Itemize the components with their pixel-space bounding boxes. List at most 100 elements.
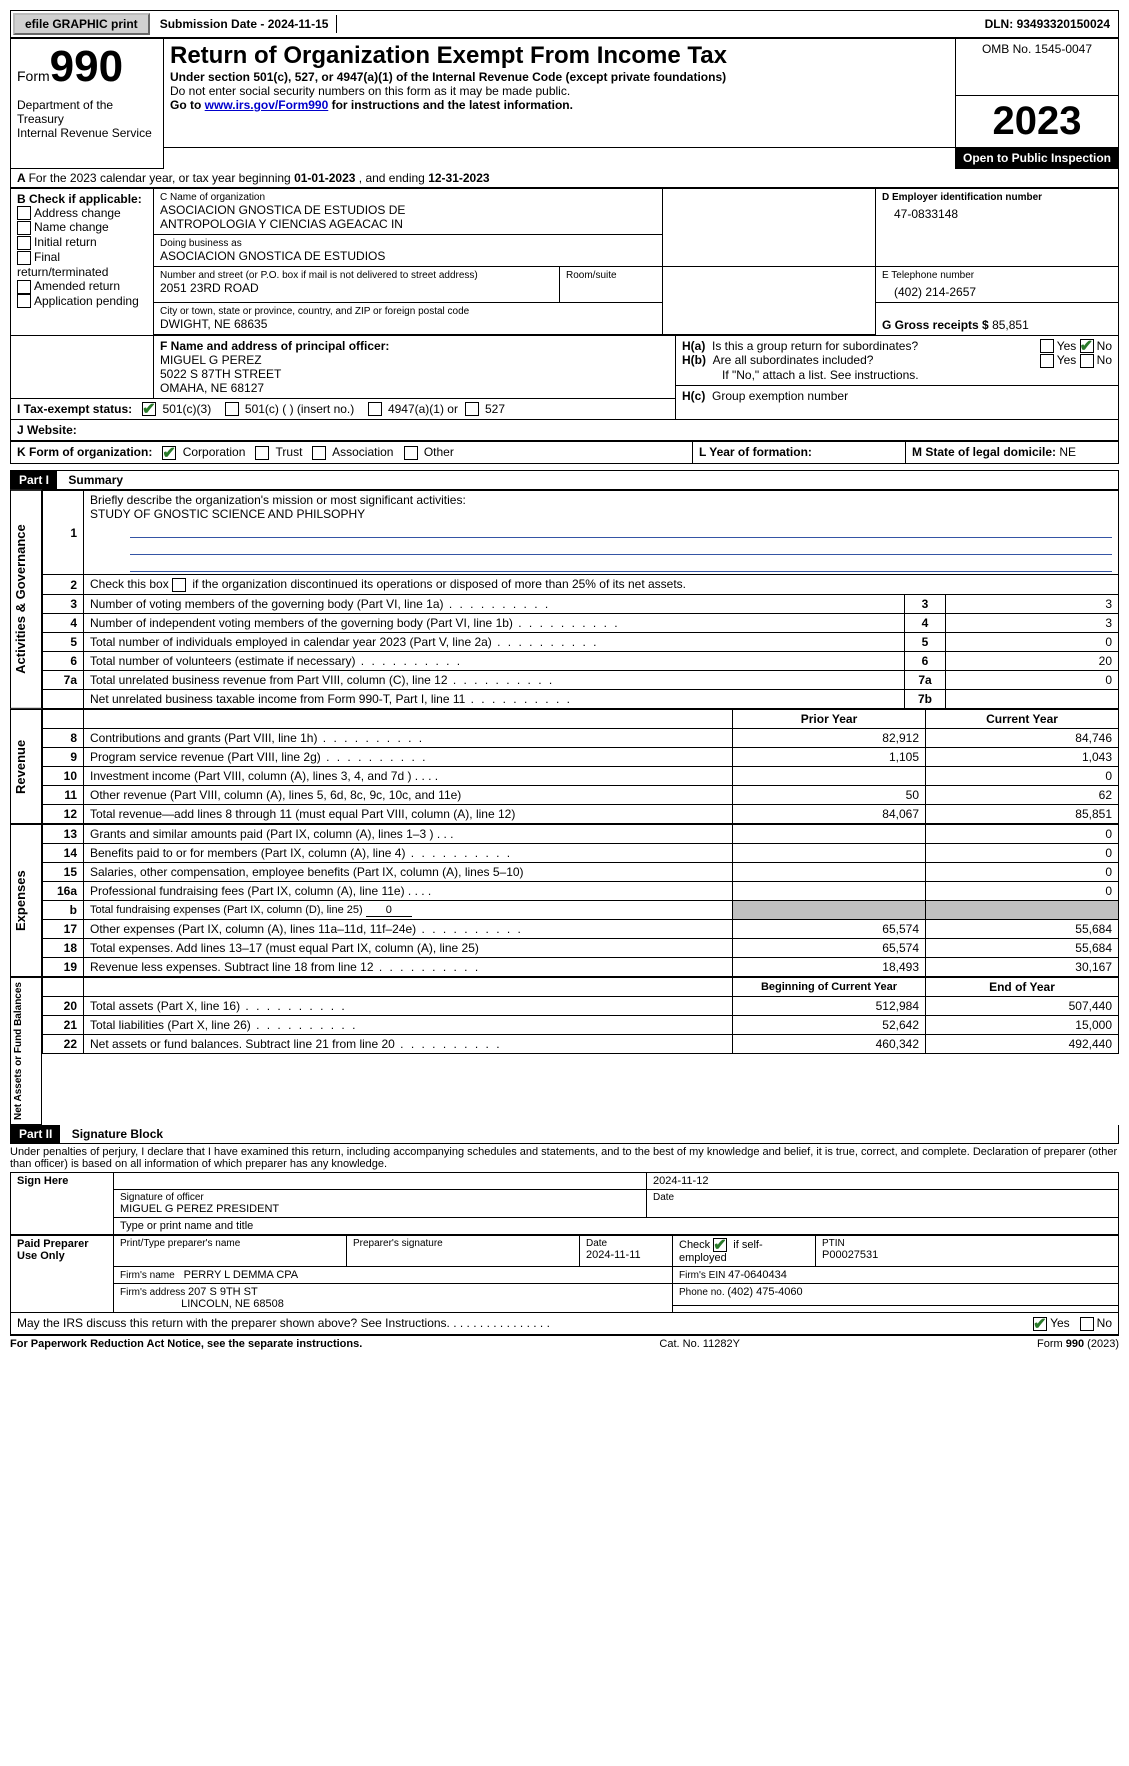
line-a: A For the 2023 calendar year, or tax yea… (10, 169, 1119, 188)
v7b (946, 689, 1119, 708)
box-g-label: G Gross receipts $ (882, 318, 989, 332)
officer-city: OMAHA, NE 68127 (160, 381, 264, 395)
chk-other[interactable] (404, 446, 418, 460)
chk-hb-yes[interactable] (1040, 354, 1054, 368)
vlabel-na: Net Assets or Fund Balances (10, 977, 42, 1125)
chk-discontinued[interactable] (172, 578, 186, 592)
col-end: End of Year (926, 977, 1119, 996)
chk-discuss-yes[interactable] (1033, 1317, 1047, 1331)
v3: 3 (946, 594, 1119, 613)
telephone: (402) 214-2657 (882, 281, 1112, 299)
domicile: NE (1059, 445, 1076, 459)
firm-ein: 47-0640434 (728, 1269, 787, 1281)
cat-no: Cat. No. 11282Y (659, 1338, 740, 1350)
dept-treasury: Department of the Treasury (17, 98, 157, 126)
omb-number: 1545-0047 (1035, 42, 1092, 56)
firm-addr2: LINCOLN, NE 68508 (181, 1298, 284, 1310)
klm-block: K Form of organization: Corporation Trus… (10, 441, 1119, 464)
v5: 0 (946, 632, 1119, 651)
box-f-label: F Name and address of principal officer: (160, 339, 389, 353)
org-name-2: ANTROPOLOGIA Y CIENCIAS AGEACAC IN (160, 217, 656, 231)
discuss-row: May the IRS discuss this return with the… (10, 1313, 1119, 1335)
sig-date-label: Date (653, 1192, 1112, 1203)
sig-officer-label: Signature of officer (120, 1192, 640, 1203)
box-i-label: I Tax-exempt status: (17, 402, 132, 416)
officer-sig-name: MIGUEL G PEREZ PRESIDENT (120, 1203, 640, 1215)
ptin: P00027531 (822, 1249, 878, 1261)
ssn-warning: Do not enter social security numbers on … (170, 84, 949, 98)
chk-discuss-no[interactable] (1080, 1317, 1094, 1331)
sign-here-label: Sign Here (11, 1173, 114, 1235)
box-e-label: E Telephone number (882, 270, 1112, 281)
part2-title: Signature Block (64, 1125, 171, 1143)
chk-address-change[interactable] (17, 206, 31, 220)
sig-date: 2024-11-12 (647, 1173, 1119, 1190)
officer-name: MIGUEL G PEREZ (160, 353, 262, 367)
vlabel-rev: Revenue (10, 709, 42, 824)
box-k-label: K Form of organization: (17, 445, 152, 459)
v6: 20 (946, 651, 1119, 670)
l1-value: STUDY OF GNOSTIC SCIENCE AND PHILSOPHY (90, 507, 365, 521)
part2-label: Part II (11, 1125, 60, 1143)
type-label: Type or print name and title (114, 1218, 1119, 1235)
chk-assoc[interactable] (312, 446, 326, 460)
tax-year: 2023 (956, 95, 1119, 147)
v7a: 0 (946, 670, 1119, 689)
open-inspection: Open to Public Inspection (956, 147, 1119, 168)
v4: 3 (946, 613, 1119, 632)
chk-501c3[interactable] (142, 402, 156, 416)
subtitle: Under section 501(c), 527, or 4947(a)(1)… (170, 70, 949, 84)
dln: DLN: 93493320150024 (977, 15, 1118, 33)
org-name-1: ASOCIACION GNOSTICA DE ESTUDIOS DE (160, 203, 656, 217)
entity-block: B Check if applicable: Address change Na… (10, 188, 1119, 336)
omb-label: OMB No. (982, 42, 1035, 56)
form-header: Form990 Return of Organization Exempt Fr… (10, 38, 1119, 169)
dba-label: Doing business as (160, 238, 656, 249)
chk-ha-yes[interactable] (1040, 339, 1054, 353)
chk-501c[interactable] (225, 402, 239, 416)
chk-527[interactable] (465, 402, 479, 416)
officer-block: F Name and address of principal officer:… (10, 336, 1119, 442)
expenses-section: Expenses 13Grants and similar amounts pa… (10, 824, 1119, 977)
revenue-section: Revenue Prior YearCurrent Year 8Contribu… (10, 709, 1119, 824)
sign-here-block: Sign Here 2024-11-12 Signature of office… (10, 1172, 1119, 1235)
col-prior: Prior Year (733, 709, 926, 728)
chk-self-employed[interactable] (713, 1238, 727, 1252)
ein: 47-0833148 (882, 203, 1112, 221)
firm-addr1: 207 S 9TH ST (188, 1286, 258, 1298)
chk-hb-no[interactable] (1080, 354, 1094, 368)
pra-notice: For Paperwork Reduction Act Notice, see … (10, 1338, 362, 1350)
instructions-link[interactable]: www.irs.gov/Form990 (205, 98, 329, 112)
submission-date: Submission Date - 2024-11-15 (152, 15, 338, 33)
hb-note: If "No," attach a list. See instructions… (682, 368, 1112, 382)
chk-amended[interactable] (17, 280, 31, 294)
firm-phone: (402) 475-4060 (727, 1286, 802, 1298)
col-beg: Beginning of Current Year (733, 977, 926, 996)
box-m-label: M State of legal domicile: (912, 445, 1056, 459)
chk-ha-no[interactable] (1080, 339, 1094, 353)
part1-title: Summary (60, 471, 131, 489)
part1-label: Part I (11, 471, 57, 489)
paid-preparer-label: Paid Preparer Use Only (11, 1236, 114, 1313)
room-label: Room/suite (566, 270, 656, 281)
efile-print-button[interactable]: efile GRAPHIC print (13, 13, 150, 35)
gross-receipts: 85,851 (992, 318, 1029, 332)
activities-governance: Activities & Governance 1 Briefly descri… (10, 490, 1119, 709)
chk-trust[interactable] (255, 446, 269, 460)
form-word: Form (17, 68, 50, 84)
chk-name-change[interactable] (17, 221, 31, 235)
chk-app-pending[interactable] (17, 294, 31, 308)
officer-street: 5022 S 87TH STREET (160, 367, 281, 381)
city: DWIGHT, NE 68635 (160, 317, 656, 331)
box-b-label: B Check if applicable: (17, 192, 147, 206)
chk-initial-return[interactable] (17, 236, 31, 250)
chk-4947[interactable] (368, 402, 382, 416)
vlabel-exp: Expenses (10, 824, 42, 977)
dba: ASOCIACION GNOSTICA DE ESTUDIOS (160, 249, 656, 263)
main-title: Return of Organization Exempt From Incom… (170, 42, 949, 70)
netassets-section: Net Assets or Fund Balances Beginning of… (10, 977, 1119, 1125)
chk-corp[interactable] (162, 446, 176, 460)
dept-irs: Internal Revenue Service (17, 126, 157, 140)
chk-final-return[interactable] (17, 251, 31, 265)
street-label: Number and street (or P.O. box if mail i… (160, 270, 553, 281)
